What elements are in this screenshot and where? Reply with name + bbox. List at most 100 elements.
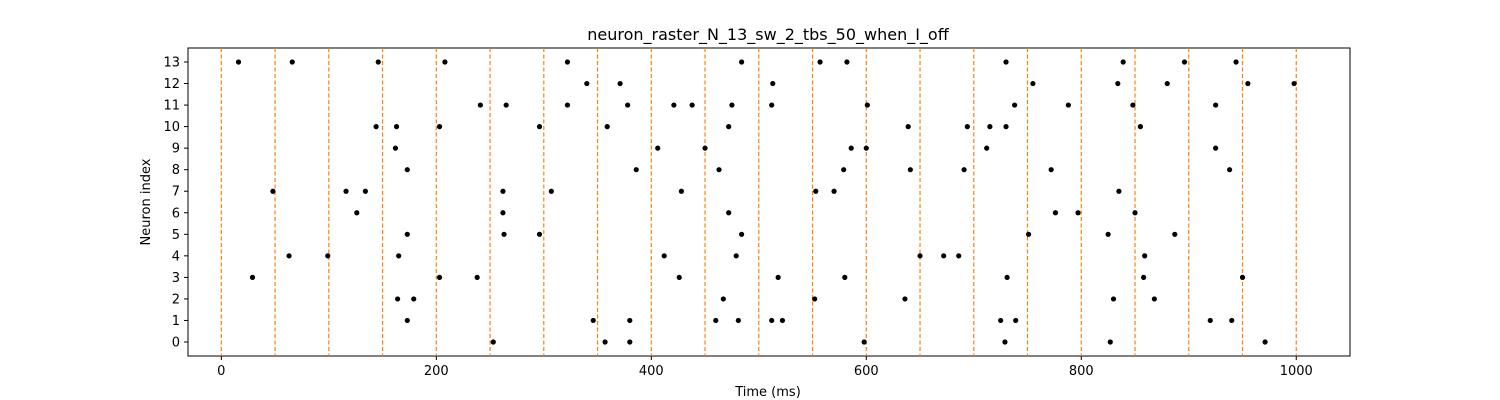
spike-point <box>436 274 443 280</box>
spike-point <box>362 188 368 194</box>
spike-point <box>716 167 722 173</box>
spike-point <box>1207 317 1213 324</box>
spike-point <box>270 188 276 194</box>
spike-point <box>411 296 417 302</box>
y-tick-label: 11 <box>163 99 180 114</box>
spike-point <box>676 274 682 280</box>
spike-point <box>769 317 775 324</box>
spike-point <box>678 188 684 194</box>
spike-point <box>503 102 509 108</box>
spike-point <box>841 167 847 173</box>
y-tick-label: 9 <box>172 142 180 157</box>
spike-point <box>769 102 775 108</box>
spike-point <box>1227 167 1233 173</box>
x-tick-label: 600 <box>854 364 879 379</box>
spike-point <box>1110 296 1117 302</box>
spike-point <box>1213 102 1219 108</box>
spike-point <box>1245 80 1251 87</box>
y-tick-label: 13 <box>163 56 180 71</box>
spike-point <box>864 102 870 108</box>
spike-point <box>987 124 993 130</box>
spike-point <box>984 145 990 151</box>
spike-point <box>404 317 410 324</box>
spike-point <box>1116 188 1122 194</box>
y-tick-label: 5 <box>172 228 180 243</box>
spike-point <box>941 253 947 259</box>
spike-point <box>286 253 292 259</box>
spike-point <box>404 167 410 173</box>
spike-point <box>395 296 401 302</box>
spike-point <box>1003 124 1009 130</box>
spike-point <box>1137 124 1143 130</box>
spike-point <box>1181 59 1188 65</box>
spike-point <box>474 274 480 280</box>
spike-point <box>905 124 911 130</box>
spike-point <box>289 59 295 65</box>
spike-point <box>961 167 967 173</box>
spike-point <box>738 231 745 237</box>
spike-point <box>655 145 661 151</box>
spike-point <box>1164 80 1170 87</box>
spike-point <box>1142 253 1148 259</box>
spike-point <box>373 124 379 130</box>
spike-point <box>490 339 496 345</box>
spike-point <box>396 253 402 259</box>
spike-point <box>1291 80 1297 87</box>
y-tick-label: 12 <box>163 77 180 92</box>
spike-point <box>501 231 507 237</box>
spike-point <box>1052 210 1059 216</box>
x-tick-label: 0 <box>217 364 225 379</box>
spike-point <box>1002 339 1008 345</box>
spike-point <box>813 188 819 194</box>
spike-point <box>661 253 667 259</box>
spike-point <box>1065 102 1071 108</box>
stimulus-lines <box>220 48 1297 356</box>
y-tick-label: 0 <box>172 336 180 351</box>
spike-point <box>1030 80 1036 87</box>
spike-point <box>343 188 349 194</box>
spike-point <box>404 231 410 237</box>
spike-point <box>602 339 608 345</box>
spike-point <box>617 80 623 87</box>
spike-point <box>500 210 506 216</box>
spike-point <box>917 253 923 259</box>
spike-point <box>625 102 631 108</box>
spike-point <box>861 339 867 345</box>
spike-point <box>713 317 719 324</box>
spike-point <box>779 317 786 324</box>
spike-point <box>726 210 732 216</box>
x-tick-label: 200 <box>424 364 449 379</box>
spike-point <box>735 317 741 324</box>
spike-point <box>1025 231 1032 237</box>
spike-point <box>817 59 823 65</box>
spike-point <box>584 80 590 87</box>
spike-point <box>1012 102 1018 108</box>
plot-frame <box>187 47 1351 357</box>
spike-point <box>548 188 554 194</box>
spike-point <box>590 317 596 324</box>
y-tick-label: 3 <box>172 271 180 286</box>
spike-point <box>1213 145 1219 151</box>
spike-point <box>375 59 381 65</box>
spike-point <box>1132 210 1138 216</box>
spike-point <box>964 124 970 130</box>
spike-point <box>436 124 443 130</box>
spike-point <box>1105 231 1111 237</box>
spike-point <box>235 59 242 65</box>
spike-point <box>812 296 818 302</box>
spike-point <box>1075 210 1081 216</box>
spike-point <box>1172 231 1178 237</box>
spike-point <box>729 102 735 108</box>
spike-point <box>689 102 695 108</box>
spike-point <box>354 210 360 216</box>
spike-point <box>738 59 745 65</box>
spike-point <box>863 145 869 151</box>
spike-point <box>998 317 1004 324</box>
y-tick-label: 10 <box>163 120 180 135</box>
y-tick-label: 6 <box>172 206 180 221</box>
spike-point <box>831 188 837 194</box>
spike-point <box>1151 296 1157 302</box>
spike-point <box>633 167 639 173</box>
x-tick-label: 400 <box>639 364 664 379</box>
